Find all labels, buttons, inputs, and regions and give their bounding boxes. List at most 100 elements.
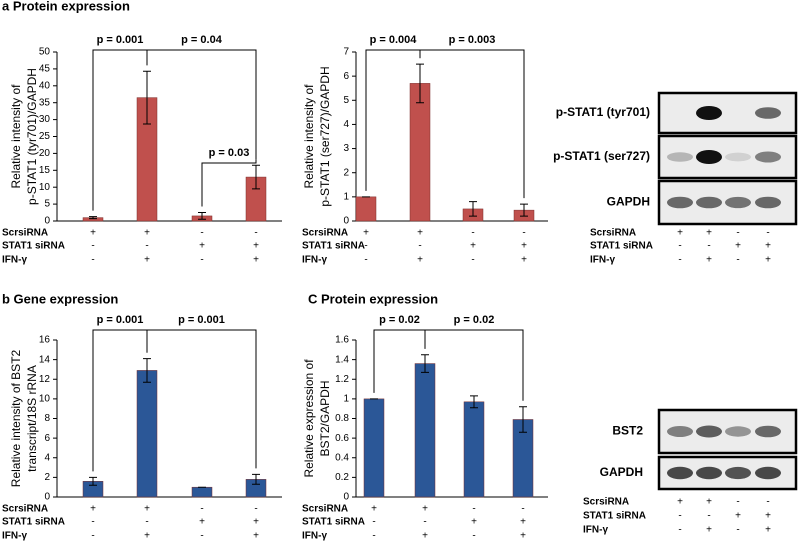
condition-sign: + [471,517,477,528]
y-axis-label: Relative intensity of BST2 [9,349,23,487]
condition-name: IFN-γ [2,531,27,541]
condition-sign: - [145,241,148,252]
significance-bracket [146,329,257,469]
blot-band [696,150,722,164]
blot-band [755,196,781,209]
condition-sign: - [766,228,769,239]
condition-sign: - [522,228,525,239]
condition-sign: - [254,228,257,239]
significance-bracket [419,49,525,199]
y-tick-label: 0.6 [335,433,349,444]
error-bar [416,63,424,104]
condition-sign: + [470,241,476,252]
condition-sign: + [735,511,741,522]
condition-sign: - [200,504,203,515]
p-value: p = 0.003 [449,34,496,46]
y-tick-label: 25 [39,131,51,142]
condition-sign: - [521,504,524,515]
condition-sign: + [521,255,527,266]
condition-name: STAT1 siRNA [302,241,365,252]
condition-sign: + [677,497,683,508]
condition-sign: - [678,525,681,536]
error-bar [89,216,97,220]
condition-sign: + [706,497,712,508]
y-tick-label: 6 [343,71,349,82]
condition-sign: - [471,228,474,239]
y-tick-label: 30 [39,114,51,125]
y-tick-label: 40 [39,80,51,91]
y-tick-label: 20 [39,148,51,159]
condition-sign: + [417,255,423,266]
y-tick-label: 10 [39,394,51,405]
condition-sign: + [253,531,259,541]
bar [355,196,377,222]
blot-band [667,152,693,162]
y-tick-label: 15 [39,165,51,176]
condition-sign: + [422,531,428,541]
blot-band [667,196,693,209]
condition-sign: - [471,255,474,266]
p-value: p = 0.001 [97,34,144,46]
y-tick-label: 12 [39,374,51,385]
y-tick-label: 1.6 [335,335,349,346]
condition-name: ScrsiRNA [583,497,629,508]
condition-sign: + [520,531,526,541]
condition-sign: + [144,228,150,239]
error-bar [143,358,151,383]
y-tick-label: 0 [44,216,50,227]
y-tick-label: 3 [343,143,349,154]
condition-sign: - [364,255,367,266]
condition-sign: - [766,497,769,508]
condition-sign: + [199,241,205,252]
error-bar [519,406,527,433]
error-bar [252,473,260,485]
significance-bracket [146,49,257,160]
condition-name: STAT1 siRNA [583,511,646,522]
y-axis-label: p-STAT1 (tyr701)/GAPDH [25,68,39,205]
condition-sign: + [765,255,771,266]
y-axis-label: Relative intensity of [302,84,316,189]
panel-title: b Gene expression [2,291,118,306]
condition-sign: + [706,525,712,536]
condition-name: IFN-γ [302,531,327,541]
condition-sign: - [707,511,710,522]
condition-sign: + [90,228,96,239]
blot-label: p-STAT1 (ser727) [553,149,650,163]
blot-band [696,196,722,209]
condition-name: ScrsiRNA [302,504,348,515]
condition-sign: - [145,517,148,528]
condition-sign: + [253,517,259,528]
condition-name: IFN-γ [583,525,608,536]
y-tick-label: 2 [44,472,50,483]
condition-name: ScrsiRNA [2,504,48,515]
y-tick-label: 0 [343,492,349,503]
y-axis-label: BST2/GAPDH [318,380,332,456]
bar [191,486,213,498]
p-value: p = 0.02 [379,314,420,326]
panel-title: C Protein expression [308,291,438,306]
condition-sign: + [144,255,150,266]
condition-sign: + [521,241,527,252]
y-tick-label: 8 [44,413,50,424]
condition-sign: + [417,228,423,239]
blot-band [696,106,722,120]
y-tick-label: 14 [39,354,51,365]
condition-sign: + [520,517,526,528]
blot-band [696,466,722,480]
p-value: p = 0.001 [178,314,225,326]
y-tick-label: 45 [39,64,51,75]
condition-sign: - [736,255,739,266]
y-tick-label: 5 [44,199,50,210]
condition-sign: + [144,504,150,515]
condition-sign: + [144,531,150,541]
condition-sign: + [253,255,259,266]
y-axis-label: Relative expression of [302,359,316,478]
bar [414,363,436,498]
condition-sign: - [736,228,739,239]
blot-label: BST2 [612,424,643,438]
condition-sign: + [735,241,741,252]
condition-sign: + [199,517,205,528]
condition-sign: + [765,511,771,522]
condition-sign: - [254,504,257,515]
y-tick-label: 16 [39,335,51,346]
